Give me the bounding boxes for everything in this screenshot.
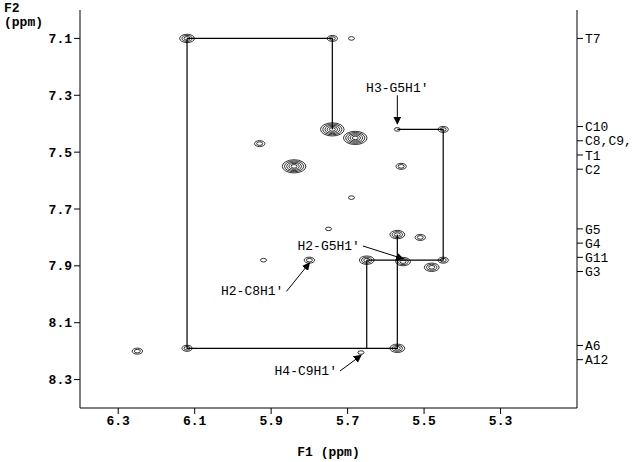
- svg-text:6.3: 6.3: [107, 414, 131, 429]
- html-text:F2: F2: [4, 1, 20, 16]
- svg-text:7.1: 7.1: [49, 32, 73, 47]
- svg-text:7.3: 7.3: [49, 89, 73, 104]
- svg-text:C10: C10: [585, 120, 608, 135]
- svg-text:T1: T1: [585, 149, 601, 164]
- svg-text:C2: C2: [585, 163, 601, 178]
- svg-text:5.9: 5.9: [259, 414, 283, 429]
- svg-text:G3: G3: [585, 265, 601, 280]
- svg-text:T7: T7: [585, 32, 601, 47]
- svg-text:A12: A12: [585, 353, 608, 368]
- svg-text:H2-G5H1': H2-G5H1': [297, 239, 359, 254]
- svg-text:7.9: 7.9: [49, 259, 73, 274]
- svg-text:7.7: 7.7: [49, 203, 72, 218]
- svg-text:G11: G11: [585, 251, 609, 266]
- svg-text:H4-C9H1': H4-C9H1': [275, 364, 337, 379]
- svg-text:G4: G4: [585, 237, 601, 252]
- svg-text:A6: A6: [585, 339, 601, 354]
- svg-text:5.5: 5.5: [412, 414, 436, 429]
- svg-text:6.1: 6.1: [183, 414, 207, 429]
- svg-text:C8,C9,: C8,C9,: [585, 134, 632, 149]
- html-text:(ppm): (ppm): [4, 15, 43, 30]
- svg-text:G5: G5: [585, 223, 601, 238]
- svg-text:8.3: 8.3: [49, 373, 73, 388]
- svg-text:H2-C8H1': H2-C8H1': [221, 284, 283, 299]
- svg-text:8.1: 8.1: [49, 316, 73, 331]
- svg-text:7.5: 7.5: [49, 146, 73, 161]
- svg-text:5.3: 5.3: [489, 414, 513, 429]
- svg-text:H3-G5H1': H3-G5H1': [366, 81, 428, 96]
- svg-text:F1 (ppm): F1 (ppm): [297, 445, 359, 460]
- svg-text:5.7: 5.7: [336, 414, 359, 429]
